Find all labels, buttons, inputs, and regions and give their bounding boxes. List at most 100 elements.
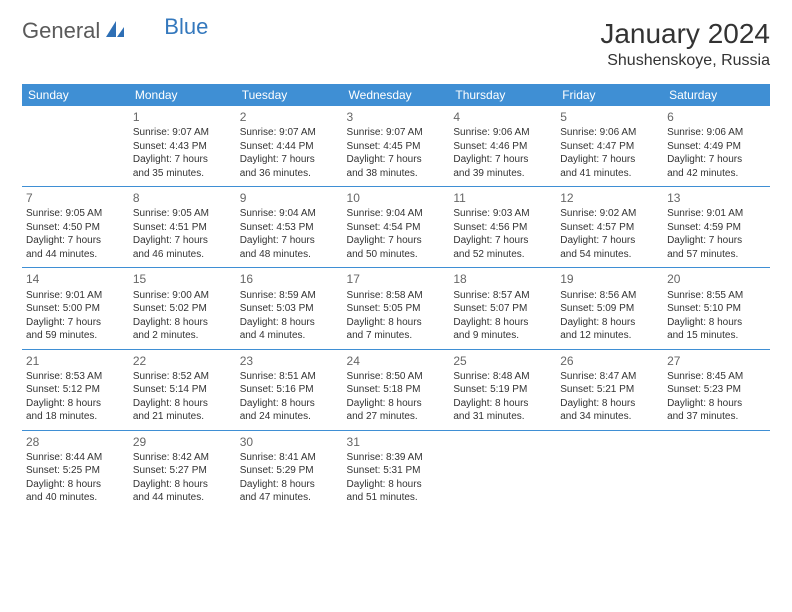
cell-daylight1: Daylight: 8 hours — [347, 397, 446, 411]
cell-daylight1: Daylight: 7 hours — [453, 153, 552, 167]
day-header: Thursday — [449, 84, 556, 106]
cell-daylight1: Daylight: 7 hours — [26, 234, 125, 248]
cell-sunset: Sunset: 5:29 PM — [240, 464, 339, 478]
cell-daylight1: Daylight: 8 hours — [560, 397, 659, 411]
cell-sunrise: Sunrise: 8:55 AM — [667, 289, 766, 303]
cell-sunset: Sunset: 4:56 PM — [453, 221, 552, 235]
cell-sunset: Sunset: 5:03 PM — [240, 302, 339, 316]
cell-sunset: Sunset: 5:07 PM — [453, 302, 552, 316]
cell-sunset: Sunset: 5:31 PM — [347, 464, 446, 478]
calendar-week-row: 28Sunrise: 8:44 AMSunset: 5:25 PMDayligh… — [22, 430, 770, 511]
day-number: 1 — [133, 109, 232, 125]
cell-daylight1: Daylight: 7 hours — [453, 234, 552, 248]
calendar-cell: 26Sunrise: 8:47 AMSunset: 5:21 PMDayligh… — [556, 349, 663, 430]
cell-sunrise: Sunrise: 8:42 AM — [133, 451, 232, 465]
cell-sunrise: Sunrise: 9:03 AM — [453, 207, 552, 221]
day-number: 17 — [347, 271, 446, 287]
cell-daylight2: and 39 minutes. — [453, 167, 552, 181]
month-title: January 2024 — [600, 18, 770, 50]
day-number: 3 — [347, 109, 446, 125]
cell-sunrise: Sunrise: 8:57 AM — [453, 289, 552, 303]
calendar-week-row: 7Sunrise: 9:05 AMSunset: 4:50 PMDaylight… — [22, 187, 770, 268]
day-header: Tuesday — [236, 84, 343, 106]
cell-sunrise: Sunrise: 9:07 AM — [240, 126, 339, 140]
cell-sunrise: Sunrise: 8:48 AM — [453, 370, 552, 384]
day-number: 26 — [560, 353, 659, 369]
cell-daylight1: Daylight: 7 hours — [240, 153, 339, 167]
cell-daylight2: and 12 minutes. — [560, 329, 659, 343]
cell-sunset: Sunset: 5:27 PM — [133, 464, 232, 478]
day-header-row: SundayMondayTuesdayWednesdayThursdayFrid… — [22, 84, 770, 106]
cell-sunrise: Sunrise: 8:56 AM — [560, 289, 659, 303]
page-header: General Blue January 2024 Shushenskoye, … — [22, 18, 770, 70]
cell-daylight1: Daylight: 8 hours — [667, 397, 766, 411]
cell-daylight2: and 42 minutes. — [667, 167, 766, 181]
cell-sunset: Sunset: 5:16 PM — [240, 383, 339, 397]
calendar-cell: 1Sunrise: 9:07 AMSunset: 4:43 PMDaylight… — [129, 106, 236, 187]
cell-sunrise: Sunrise: 8:47 AM — [560, 370, 659, 384]
cell-daylight2: and 47 minutes. — [240, 491, 339, 505]
calendar-cell: 31Sunrise: 8:39 AMSunset: 5:31 PMDayligh… — [343, 430, 450, 511]
cell-sunset: Sunset: 4:53 PM — [240, 221, 339, 235]
calendar-cell: 28Sunrise: 8:44 AMSunset: 5:25 PMDayligh… — [22, 430, 129, 511]
calendar-cell: 24Sunrise: 8:50 AMSunset: 5:18 PMDayligh… — [343, 349, 450, 430]
cell-sunset: Sunset: 5:10 PM — [667, 302, 766, 316]
calendar-cell: 18Sunrise: 8:57 AMSunset: 5:07 PMDayligh… — [449, 268, 556, 349]
cell-daylight2: and 34 minutes. — [560, 410, 659, 424]
day-number: 25 — [453, 353, 552, 369]
cell-daylight1: Daylight: 8 hours — [667, 316, 766, 330]
cell-sunrise: Sunrise: 8:52 AM — [133, 370, 232, 384]
cell-daylight2: and 48 minutes. — [240, 248, 339, 262]
cell-sunset: Sunset: 4:50 PM — [26, 221, 125, 235]
day-number: 10 — [347, 190, 446, 206]
cell-daylight1: Daylight: 8 hours — [240, 478, 339, 492]
cell-sunrise: Sunrise: 9:07 AM — [347, 126, 446, 140]
calendar-cell: 30Sunrise: 8:41 AMSunset: 5:29 PMDayligh… — [236, 430, 343, 511]
calendar-cell: 2Sunrise: 9:07 AMSunset: 4:44 PMDaylight… — [236, 106, 343, 187]
cell-daylight1: Daylight: 8 hours — [347, 316, 446, 330]
calendar-cell: 10Sunrise: 9:04 AMSunset: 4:54 PMDayligh… — [343, 187, 450, 268]
cell-daylight1: Daylight: 8 hours — [347, 478, 446, 492]
cell-sunset: Sunset: 4:49 PM — [667, 140, 766, 154]
day-number: 24 — [347, 353, 446, 369]
cell-daylight1: Daylight: 7 hours — [133, 153, 232, 167]
cell-sunrise: Sunrise: 9:06 AM — [667, 126, 766, 140]
cell-daylight1: Daylight: 8 hours — [453, 316, 552, 330]
day-number: 11 — [453, 190, 552, 206]
calendar-cell: 4Sunrise: 9:06 AMSunset: 4:46 PMDaylight… — [449, 106, 556, 187]
cell-daylight1: Daylight: 7 hours — [667, 153, 766, 167]
cell-daylight2: and 59 minutes. — [26, 329, 125, 343]
cell-daylight1: Daylight: 7 hours — [133, 234, 232, 248]
cell-daylight2: and 37 minutes. — [667, 410, 766, 424]
cell-daylight2: and 38 minutes. — [347, 167, 446, 181]
cell-sunset: Sunset: 5:23 PM — [667, 383, 766, 397]
title-block: January 2024 Shushenskoye, Russia — [600, 18, 770, 70]
cell-sunrise: Sunrise: 9:05 AM — [133, 207, 232, 221]
cell-daylight2: and 54 minutes. — [560, 248, 659, 262]
day-number: 13 — [667, 190, 766, 206]
cell-sunset: Sunset: 4:44 PM — [240, 140, 339, 154]
cell-daylight1: Daylight: 8 hours — [133, 397, 232, 411]
day-number: 31 — [347, 434, 446, 450]
cell-sunrise: Sunrise: 9:01 AM — [667, 207, 766, 221]
cell-daylight2: and 44 minutes. — [133, 491, 232, 505]
cell-daylight2: and 40 minutes. — [26, 491, 125, 505]
logo: General Blue — [22, 18, 208, 44]
cell-sunrise: Sunrise: 9:06 AM — [453, 126, 552, 140]
cell-sunset: Sunset: 4:57 PM — [560, 221, 659, 235]
cell-sunrise: Sunrise: 9:01 AM — [26, 289, 125, 303]
day-header: Saturday — [663, 84, 770, 106]
cell-daylight1: Daylight: 7 hours — [667, 234, 766, 248]
cell-daylight2: and 57 minutes. — [667, 248, 766, 262]
cell-daylight2: and 44 minutes. — [26, 248, 125, 262]
cell-sunset: Sunset: 4:46 PM — [453, 140, 552, 154]
day-number: 2 — [240, 109, 339, 125]
logo-text-blue: Blue — [164, 14, 208, 40]
logo-text-general: General — [22, 18, 100, 44]
day-number: 15 — [133, 271, 232, 287]
calendar-week-row: 21Sunrise: 8:53 AMSunset: 5:12 PMDayligh… — [22, 349, 770, 430]
cell-daylight1: Daylight: 7 hours — [240, 234, 339, 248]
calendar-cell: 19Sunrise: 8:56 AMSunset: 5:09 PMDayligh… — [556, 268, 663, 349]
day-header: Wednesday — [343, 84, 450, 106]
cell-sunrise: Sunrise: 9:06 AM — [560, 126, 659, 140]
